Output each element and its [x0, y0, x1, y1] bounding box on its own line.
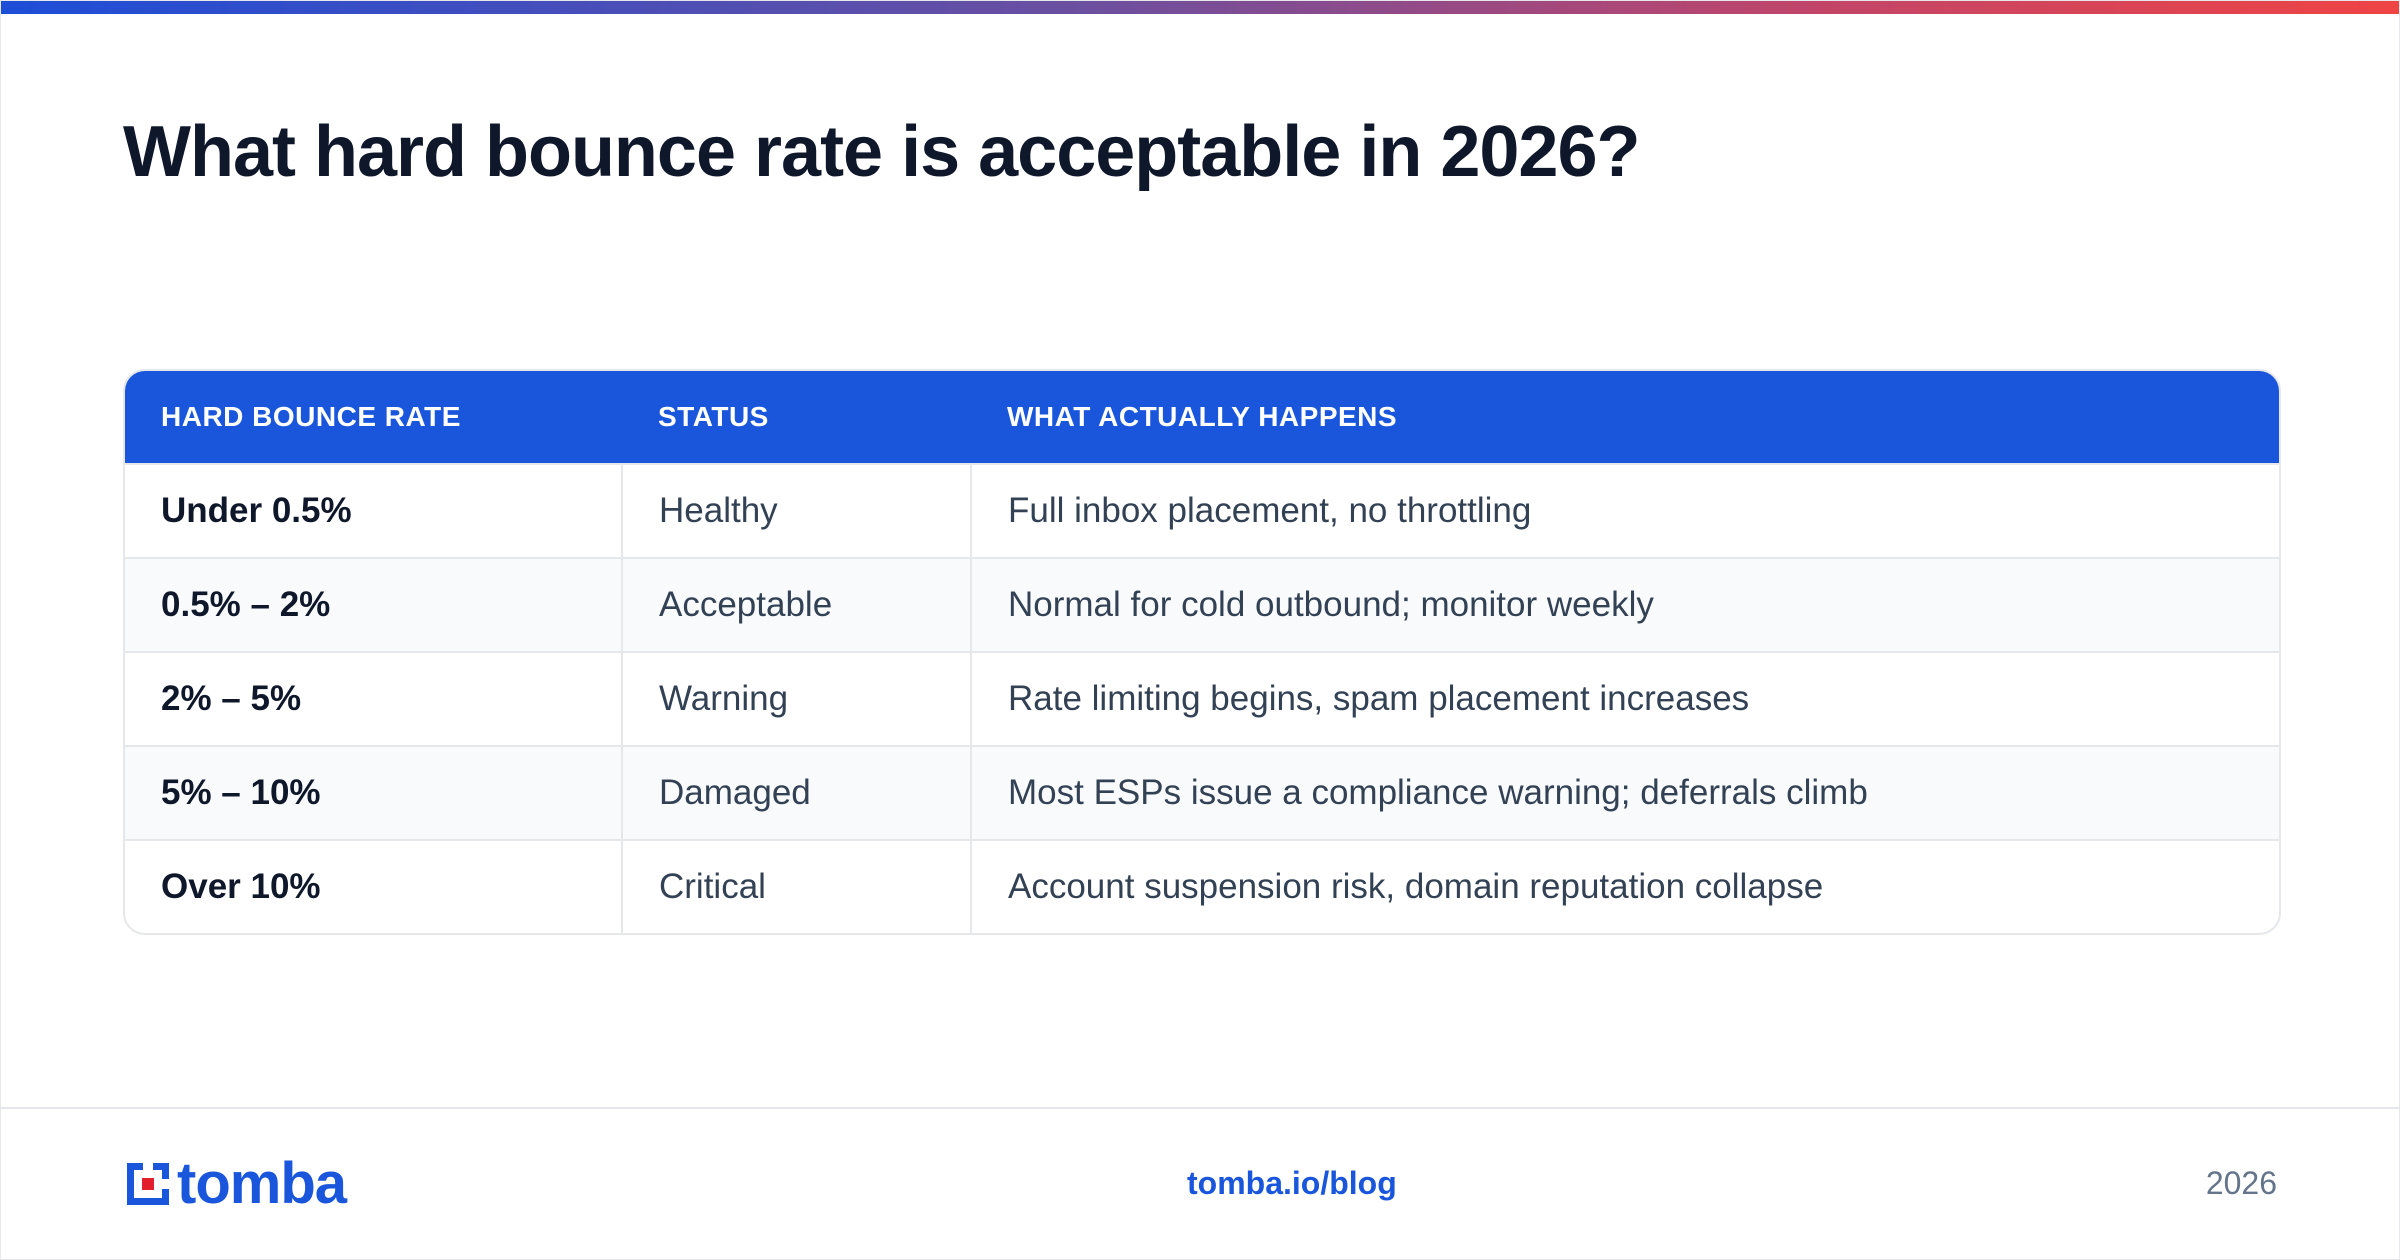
table-row: 0.5% – 2% Acceptable Normal for cold out… [125, 557, 2279, 652]
rate-cell: 2% – 5% [125, 651, 622, 746]
rate-cell: 0.5% – 2% [125, 557, 622, 652]
tomba-logo-icon [127, 1163, 169, 1205]
effect-cell: Account suspension risk, domain reputati… [970, 839, 2279, 933]
status-cell: Warning [621, 651, 971, 746]
effect-cell: Normal for cold outbound; monitor weekly [970, 557, 2279, 652]
table-row: Over 10% Critical Account suspension ris… [125, 839, 2279, 933]
page-title: What hard bounce rate is acceptable in 2… [123, 112, 1640, 192]
footer-year: 2026 [2205, 1165, 2277, 1201]
status-cell: Damaged [621, 745, 971, 840]
header-hard-bounce-rate: HARD BOUNCE RATE [161, 401, 461, 432]
rate-cell: Over 10% [125, 839, 622, 933]
rate-cell: 5% – 10% [125, 745, 622, 840]
gradient-top-bar [1, 1, 2399, 14]
table-row: Under 0.5% Healthy Full inbox placement,… [125, 463, 2279, 558]
status-cell: Healthy [621, 463, 971, 558]
effect-cell: Full inbox placement, no throttling [970, 463, 2279, 558]
tomba-logo[interactable]: tomba [123, 1151, 347, 1216]
bounce-rate-table: HARD BOUNCE RATE STATUS WHAT ACTUALLY HA… [123, 369, 2281, 935]
status-cell: Critical [621, 839, 971, 933]
status-cell: Acceptable [621, 557, 971, 652]
rate-cell: Under 0.5% [125, 463, 622, 558]
table-header-row: HARD BOUNCE RATE STATUS WHAT ACTUALLY HA… [125, 371, 2279, 464]
footer-divider [1, 1107, 2399, 1109]
blog-link[interactable]: tomba.io/blog [1187, 1165, 1397, 1201]
header-status: STATUS [658, 401, 769, 432]
effect-cell: Rate limiting begins, spam placement inc… [970, 651, 2279, 746]
table-row: 2% – 5% Warning Rate limiting begins, sp… [125, 651, 2279, 746]
effect-cell: Most ESPs issue a compliance warning; de… [970, 745, 2279, 840]
header-what-actually-happens: WHAT ACTUALLY HAPPENS [1007, 401, 1398, 432]
table-row: 5% – 10% Damaged Most ESPs issue a compl… [125, 745, 2279, 840]
logo-wordmark: tomba [177, 1151, 347, 1216]
